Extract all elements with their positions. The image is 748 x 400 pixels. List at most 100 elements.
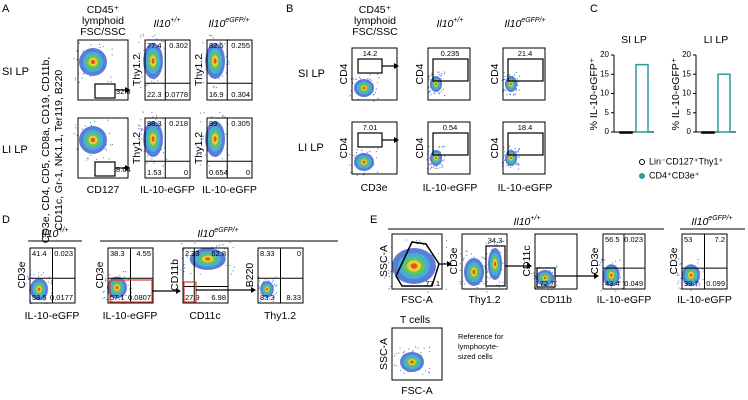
event-dot	[162, 151, 165, 154]
event-dot	[228, 154, 230, 156]
event-dot	[555, 281, 558, 283]
event-dot	[104, 277, 107, 279]
quadrant-value: 41.4	[32, 249, 47, 258]
plot-frame	[391, 233, 443, 290]
quadrant-value: 4.55	[136, 249, 151, 258]
quadrant-value: 56.5	[605, 235, 620, 244]
event-dot	[81, 128, 84, 130]
event-dot	[273, 296, 275, 298]
event-dot	[440, 163, 443, 166]
event-dot	[428, 90, 431, 93]
event-dot	[444, 71, 446, 73]
event-dot	[222, 115, 224, 118]
event-dot	[411, 350, 413, 352]
event-dot	[166, 158, 168, 160]
gate	[507, 132, 544, 156]
event-dot	[428, 367, 431, 369]
event-dot	[275, 276, 277, 278]
event-dot	[225, 264, 227, 266]
gate-value: 72.7	[540, 279, 555, 288]
event-dot	[213, 86, 215, 89]
event-dot	[395, 365, 397, 367]
event-dot	[459, 269, 462, 271]
event-dot	[388, 272, 390, 274]
event-dot	[516, 78, 518, 80]
y-tick-label: 20	[682, 50, 691, 59]
event-dot	[139, 52, 141, 54]
event-dot	[518, 75, 521, 77]
event-dot	[374, 91, 377, 94]
event-dot	[180, 269, 182, 271]
event-dot	[162, 41, 164, 43]
quadrant-value: 43.4	[605, 279, 620, 288]
event-dot	[502, 262, 504, 264]
event-dot	[213, 85, 215, 87]
event-dot	[261, 298, 263, 300]
event-dot	[376, 82, 379, 84]
density	[37, 287, 41, 291]
event-dot	[73, 133, 75, 135]
event-dot	[388, 288, 390, 290]
event-dot	[403, 350, 405, 352]
density	[435, 82, 437, 86]
row-label: LI LP	[298, 142, 324, 154]
event-dot	[129, 288, 131, 290]
plot-frame	[351, 121, 398, 175]
plot-frame	[534, 233, 578, 290]
arrow-head	[125, 165, 130, 171]
event-dot	[502, 240, 504, 243]
axis-label: FSC-A	[401, 294, 433, 306]
event-dot	[498, 281, 501, 283]
event-dot	[99, 43, 101, 45]
event-dot	[201, 53, 203, 55]
event-dot	[138, 41, 140, 43]
event-dot	[697, 258, 699, 261]
event-dot	[535, 267, 537, 269]
event-dot	[439, 92, 441, 94]
event-dot	[514, 150, 516, 152]
event-dot	[403, 372, 405, 374]
quadrant-value: 0	[297, 249, 301, 258]
event-dot	[412, 349, 415, 352]
event-dot	[487, 270, 489, 272]
event-dot	[138, 124, 140, 126]
bar	[635, 63, 649, 133]
axis-label: Thy1.2	[131, 132, 143, 164]
event-dot	[37, 272, 40, 274]
event-dot	[103, 157, 105, 159]
event-dot	[78, 81, 80, 83]
event-dot	[428, 78, 430, 81]
event-dot	[428, 351, 430, 353]
event-dot	[152, 36, 154, 38]
event-dot	[375, 157, 378, 159]
y-tick-label: 10	[600, 89, 609, 98]
axis-label: CD4	[489, 137, 501, 158]
gate	[536, 267, 556, 288]
quadrant-value: 0.218	[169, 119, 188, 128]
event-dot	[43, 299, 46, 301]
event-dot	[442, 159, 444, 162]
event-dot	[151, 111, 153, 113]
arrow-head	[394, 63, 399, 69]
event-dot	[352, 82, 354, 84]
event-dot	[140, 129, 143, 131]
event-dot	[208, 165, 210, 167]
event-dot	[48, 276, 50, 278]
event-dot	[28, 278, 30, 280]
event-dot	[402, 352, 405, 354]
event-dot	[442, 165, 444, 167]
event-dot	[514, 93, 516, 95]
legend-marker	[639, 159, 645, 165]
event-dot	[275, 285, 277, 287]
event-dot	[222, 115, 224, 117]
event-dot	[146, 155, 149, 157]
quadrant-value: 0.0778	[165, 90, 188, 99]
event-dot	[434, 93, 436, 95]
event-dot	[695, 285, 698, 287]
panel-label: D	[2, 214, 10, 226]
event-dot	[111, 48, 113, 50]
quadrant-value: 57.1	[110, 293, 125, 302]
genotype-label: Il10+/+	[41, 227, 68, 240]
event-dot	[678, 274, 680, 276]
event-dot	[376, 73, 379, 76]
